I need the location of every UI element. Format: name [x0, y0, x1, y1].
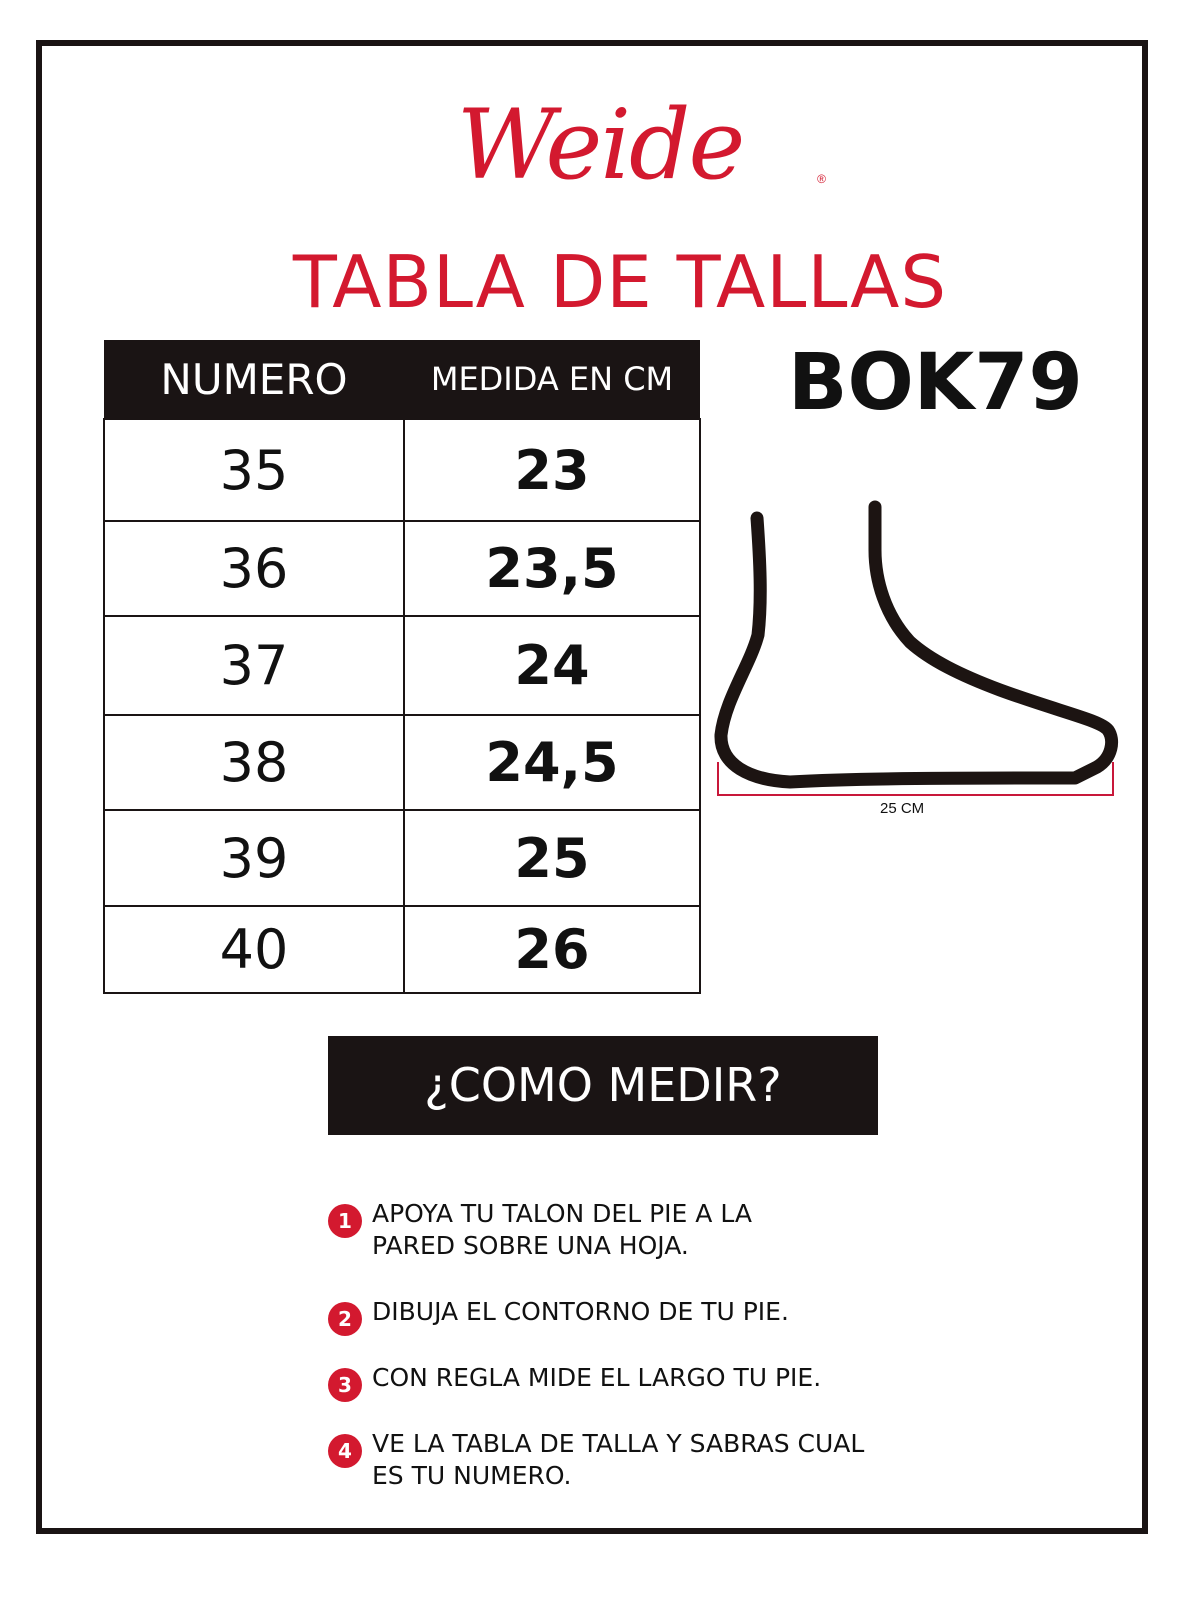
cm-cell: 24 [403, 615, 701, 716]
page-title: TABLA DE TALLAS [292, 240, 948, 324]
table-row: 38 24,5 [103, 714, 701, 811]
logo-text: Weide [456, 89, 746, 201]
step-text: APOYA TU TALON DEL PIE A LA PARED SOBRE … [372, 1199, 752, 1260]
size-cell: 38 [103, 714, 405, 811]
step-text: DIBUJA EL CONTORNO DE TU PIE. [372, 1297, 789, 1326]
step-item: 3 CON REGLA MIDE EL LARGO TU PIE. [328, 1362, 888, 1402]
cm-cell: 23,5 [403, 520, 701, 617]
size-cell: 35 [103, 418, 405, 522]
size-cell: 40 [103, 905, 405, 994]
measure-label: 25 CM [880, 800, 925, 817]
header-medida: MEDIDA EN CM [404, 340, 700, 419]
registered-mark: ® [817, 172, 826, 186]
step-item: 1 APOYA TU TALON DEL PIE A LA PARED SOBRE… [328, 1198, 888, 1262]
cm-cell: 23 [403, 418, 701, 522]
foot-outline [714, 500, 1119, 789]
size-cell: 36 [103, 520, 405, 617]
cm-cell: 24,5 [403, 714, 701, 811]
step-number-badge: 3 [328, 1368, 362, 1402]
step-number-badge: 1 [328, 1204, 362, 1238]
step-text: CON REGLA MIDE EL LARGO TU PIE. [372, 1363, 822, 1392]
table-row: 37 24 [103, 615, 701, 716]
measure-bracket [717, 762, 1114, 796]
how-to-measure-banner: ¿COMO MEDIR? [328, 1036, 878, 1135]
step-text: VE LA TABLA DE TALLA Y SABRAS CUAL ES TU… [372, 1429, 865, 1490]
header-numero: NUMERO [104, 340, 404, 419]
brand-logo: Weide ® [380, 80, 826, 210]
steps-list: 1 APOYA TU TALON DEL PIE A LA PARED SOBRE… [328, 1198, 888, 1526]
table-row: 36 23,5 [103, 520, 701, 617]
size-cell: 37 [103, 615, 405, 716]
cm-cell: 25 [403, 809, 701, 907]
step-number-badge: 4 [328, 1434, 362, 1468]
table-row: 39 25 [103, 809, 701, 907]
step-number-badge: 2 [328, 1302, 362, 1336]
cm-cell: 26 [403, 905, 701, 994]
page-border [36, 40, 1148, 1534]
size-cell: 39 [103, 809, 405, 907]
table-row: 35 23 [103, 418, 701, 522]
step-item: 2 DIBUJA EL CONTORNO DE TU PIE. [328, 1296, 888, 1336]
size-table: NUMERO MEDIDA EN CM 35 23 36 23,5 37 24 38 2… [103, 340, 701, 994]
model-code: BOK79 [788, 338, 1083, 428]
table-row: 40 26 [103, 905, 701, 994]
table-header: NUMERO MEDIDA EN CM [104, 340, 700, 419]
step-item: 4 VE LA TABLA DE TALLA Y SABRAS CUAL ES T… [328, 1428, 888, 1492]
